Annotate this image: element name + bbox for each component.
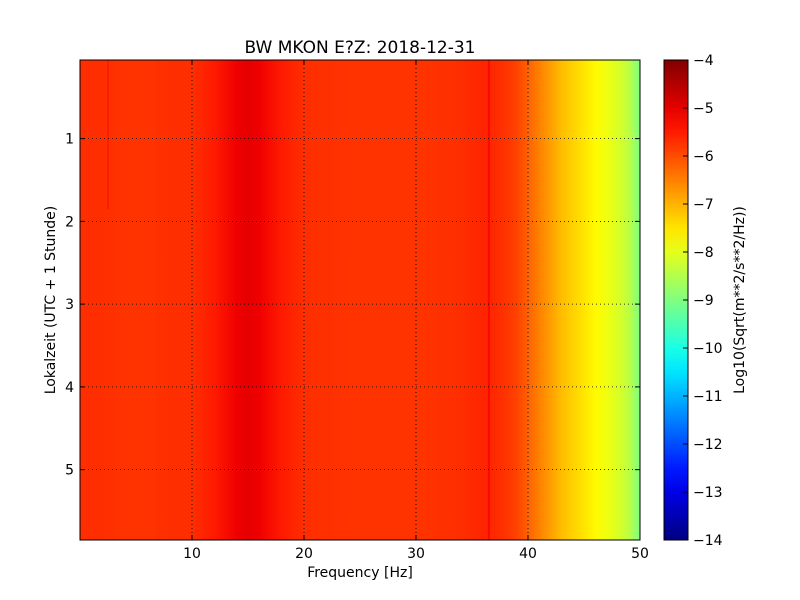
y-tick-label: 1 [65, 132, 74, 148]
grid-lines [80, 60, 640, 540]
y-tick-label: 5 [65, 463, 74, 479]
x-axis-ticks: 10 20 30 40 50 [183, 60, 649, 562]
colorbar-tick-label: −4 [693, 53, 714, 69]
x-tick-label: 10 [183, 546, 201, 562]
colorbar-tick-label: −9 [693, 293, 714, 309]
spectral-features [107, 60, 490, 540]
y-tick-label: 4 [65, 380, 74, 396]
y-tick-label: 2 [65, 214, 74, 230]
colorbar-tick-label: −6 [693, 149, 714, 165]
x-tick-label: 40 [519, 546, 537, 562]
plot-area [80, 60, 640, 540]
colorbar-tick-label: −13 [693, 485, 723, 501]
colorbar-tick-label: −11 [693, 389, 723, 405]
x-tick-label: 30 [407, 546, 425, 562]
plot-frame [79, 59, 641, 541]
y-axis-label: Lokalzeit (UTC + 1 Stunde) [43, 206, 59, 395]
colorbar-tick-label: −12 [693, 437, 723, 453]
x-tick-label: 20 [295, 546, 313, 562]
colorbar: −4 −5 −6 −7 −8 −9 −10 −11 −12 −13 −14 Log10(Sqrt(m… [663, 53, 748, 549]
x-tick-label: 50 [631, 546, 649, 562]
colorbar-tick-label: −5 [693, 101, 714, 117]
x-axis-label: Frequency [Hz] [307, 565, 413, 581]
colorbar-tick-label: −14 [693, 533, 723, 549]
colorbar-tick-label: −10 [693, 341, 723, 357]
chart-title: BW MKON E?Z: 2018-12-31 [245, 38, 476, 58]
colorbar-ticks: −4 −5 −6 −7 −8 −9 −10 −11 −12 −13 −14 [683, 53, 723, 549]
y-axis-ticks: 1 2 3 4 5 [65, 132, 640, 479]
spectrogram-field [80, 60, 640, 540]
colorbar-tick-label: −7 [693, 197, 714, 213]
y-tick-label: 3 [65, 297, 74, 313]
colorbar-label: Log10(Sqrt(m**2/s**2/Hz)) [732, 206, 748, 394]
colorbar-tick-label: −8 [693, 245, 714, 261]
